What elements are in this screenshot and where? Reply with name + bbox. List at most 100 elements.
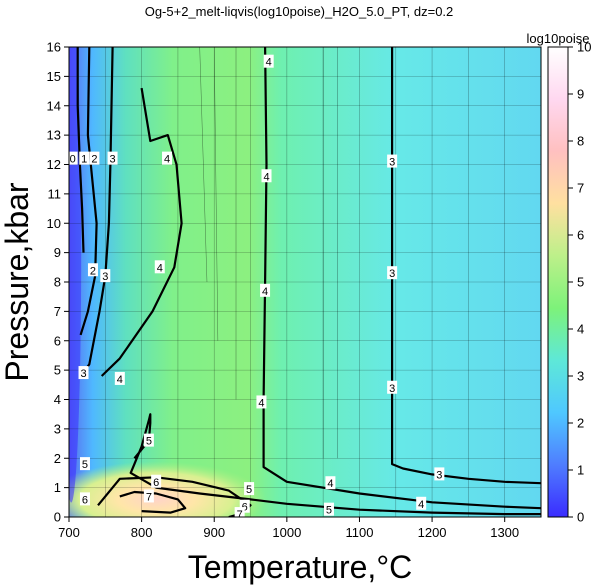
contour-label: 2 — [91, 154, 97, 166]
contour-label-bg — [78, 366, 89, 380]
contour-label-bg — [107, 151, 118, 165]
contour-line-minor — [213, 47, 219, 341]
contour-label: 3 — [389, 268, 395, 280]
y-tick-label: 10 — [47, 216, 61, 231]
contour-label: 4 — [164, 154, 170, 166]
contour-label-bg — [79, 492, 90, 506]
y-tick-label: 16 — [47, 40, 61, 55]
colorbar-tick-label: 6 — [577, 228, 584, 243]
contour-label: 4 — [262, 286, 268, 298]
y-tick-label: 4 — [54, 392, 61, 407]
x-tick-label: 800 — [131, 525, 153, 540]
y-tick-label: 14 — [47, 98, 61, 113]
contour-label: 6 — [242, 502, 248, 514]
contour-label: 4 — [266, 57, 272, 69]
colorbar-tick-label: 2 — [577, 416, 584, 431]
contour-label-bg — [79, 457, 90, 471]
y-tick-label: 0 — [54, 510, 61, 525]
colorbar-scale — [547, 46, 569, 518]
contour-line-minor — [199, 47, 208, 283]
contour-label: 3 — [80, 368, 86, 380]
contour-label-bg — [114, 371, 125, 385]
contour-label-bg — [416, 496, 427, 510]
y-tick-label: 6 — [54, 333, 61, 348]
colorbar-ticks: 0 1 2 3 4 5 6 7 8 9 10 — [568, 40, 591, 525]
contour-label-bg — [239, 499, 250, 513]
contour-label: 5 — [146, 436, 152, 448]
chart-title: Og-5+2_melt-liqvis(log10poise)_H2O_5.0_P… — [145, 4, 454, 19]
contour-label-bg — [387, 154, 398, 168]
y-tick-label: 7 — [54, 304, 61, 319]
contour-label: 3 — [110, 154, 116, 166]
contour-line — [129, 413, 541, 516]
contour-label: 2 — [90, 265, 96, 277]
contour-label-bg — [323, 502, 334, 516]
x-tick-label: 1000 — [272, 525, 301, 540]
contour-label: 4 — [157, 262, 163, 274]
contour-label: 4 — [263, 171, 269, 183]
y-tick-label: 9 — [54, 245, 61, 260]
contour-label: 5 — [326, 505, 332, 517]
colorbar-tick-label: 4 — [577, 322, 584, 337]
contour-label: 4 — [327, 478, 333, 490]
contour-label-bg — [154, 260, 165, 274]
contour-label-bg — [100, 269, 111, 283]
x-axis-label: Temperature,°C — [188, 549, 412, 585]
colorbar-tick-label: 5 — [577, 275, 584, 290]
y-tick-label: 8 — [54, 275, 61, 290]
contour-label-bg — [89, 151, 100, 165]
contour-label: 6 — [153, 477, 159, 489]
contour-line — [391, 47, 541, 485]
colorbar-tick-label: 1 — [577, 463, 584, 478]
contour-label-bg — [143, 489, 154, 503]
x-tick-label: 1100 — [345, 525, 373, 540]
contour-label-bg — [162, 151, 173, 165]
y-tick-label: 2 — [54, 451, 61, 466]
colorbar-tick-label: 10 — [577, 40, 591, 55]
contour-label-bg — [256, 395, 267, 409]
y-tick-label: 12 — [47, 157, 61, 172]
contour-line — [119, 490, 187, 514]
contour-label: 6 — [82, 494, 88, 506]
contour-label: 7 — [237, 509, 243, 521]
x-tick-label: 700 — [58, 525, 80, 540]
grid — [69, 47, 541, 517]
contour-label: 5 — [246, 484, 252, 496]
colorbar-tick-label: 8 — [577, 134, 584, 149]
contour-label-bg — [69, 151, 78, 165]
contour-line — [79, 47, 98, 336]
contour-label: 3 — [102, 271, 108, 283]
contour-label: 3 — [436, 469, 442, 481]
contour-label-bg — [151, 474, 162, 488]
contour-line — [100, 87, 183, 377]
contour-label: 7 — [146, 491, 152, 503]
y-tick-label: 1 — [54, 480, 61, 495]
contour-label-bg — [261, 169, 272, 183]
contour-label: 4 — [418, 499, 424, 511]
colorbar: 0 1 2 3 4 5 6 7 8 9 10 log10poise — [527, 31, 592, 525]
contour-label: 3 — [389, 157, 395, 169]
y-tick-label: 5 — [54, 363, 61, 378]
contour-label-bg — [387, 380, 398, 394]
colorbar-tick-label: 0 — [577, 510, 584, 525]
y-tick-label: 11 — [48, 186, 62, 201]
contour-label: 1 — [81, 154, 87, 166]
y-axis-label: Pressure,kbar — [0, 182, 35, 382]
x-tick-label: 900 — [203, 525, 225, 540]
contour-label: 4 — [258, 397, 264, 409]
y-tick-label: 13 — [47, 128, 61, 143]
colorbar-label: log10poise — [527, 31, 590, 46]
y-tick-label: 15 — [47, 69, 61, 84]
x-axis-ticks: 700 800 900 1000 1100 1200 1300 — [58, 517, 519, 540]
contour-label-bg — [143, 433, 154, 447]
contour-label-bg — [263, 54, 274, 68]
x-tick-label: 1300 — [490, 525, 519, 540]
colorbar-tick-label: 9 — [577, 87, 584, 102]
contour-label-bg — [387, 266, 398, 280]
contour-label-bg — [79, 151, 90, 165]
contour-label-bg — [434, 467, 445, 481]
